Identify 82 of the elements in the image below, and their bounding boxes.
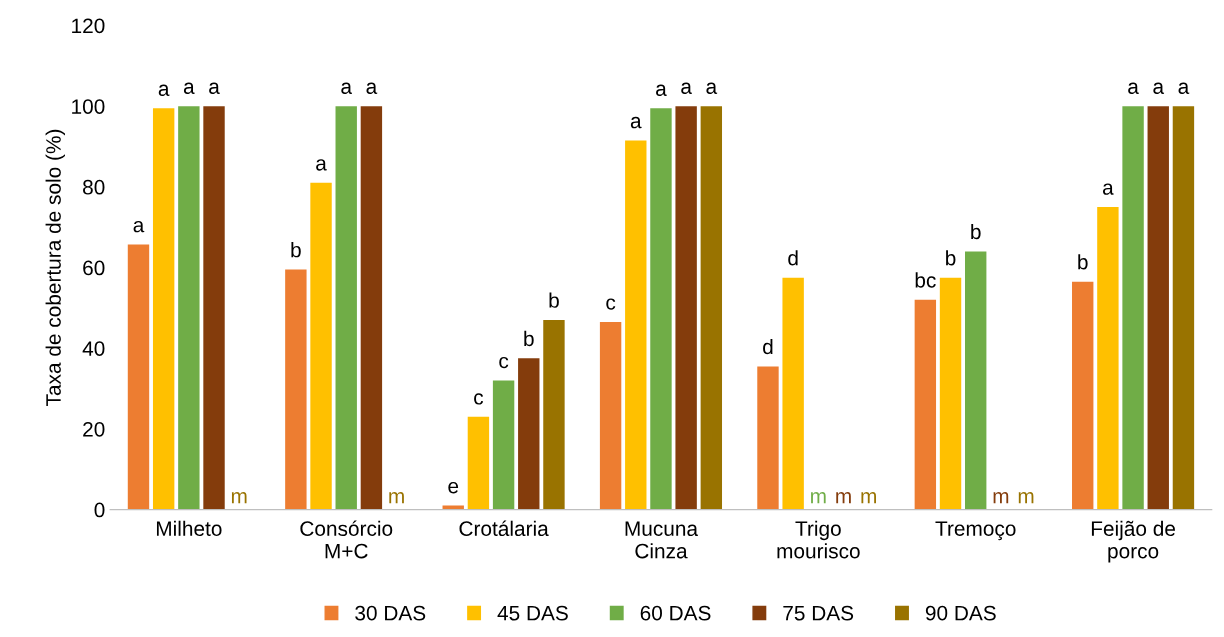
bar (757, 366, 779, 510)
bar (152, 108, 175, 510)
data-label: d (788, 250, 798, 266)
data-label: a (630, 116, 642, 129)
bar (700, 106, 723, 510)
data-label: b (946, 250, 956, 266)
data-label: a (1102, 183, 1114, 195)
data-label: a (1153, 82, 1165, 94)
bar (914, 299, 937, 510)
data-label: a (1128, 82, 1139, 94)
bar (360, 106, 383, 510)
y-tick-label: 100 (72, 99, 105, 114)
y-tick-label: 120 (72, 18, 105, 34)
bar (127, 244, 150, 510)
bar (782, 277, 804, 510)
bar (335, 106, 357, 510)
bar (1122, 106, 1144, 510)
text: m (389, 492, 404, 504)
data-label: a (158, 84, 170, 96)
data-label: d (763, 338, 773, 355)
data-label: e (448, 481, 459, 494)
text: m (1018, 492, 1034, 504)
bar (467, 416, 490, 510)
bar (650, 108, 672, 510)
bar (1172, 106, 1195, 510)
y-axis-title: Taxa de cobertura de solo (%) (45, 129, 65, 407)
bar (599, 322, 622, 510)
data-label: b (524, 330, 534, 347)
legend-label: 90 DAS (925, 605, 996, 621)
legend-label: 60 DAS (640, 605, 711, 621)
data-label: c (474, 393, 484, 405)
text: m (231, 492, 247, 504)
x-tick-label: Milheto (156, 520, 222, 537)
bar (178, 106, 200, 510)
x-tick-label: Mucuna Cinza (625, 521, 699, 559)
legend-label: 45 DAS (497, 605, 568, 621)
y-tick-label: 0 (94, 502, 105, 518)
bar (625, 140, 647, 510)
x-tick-label: Consórcio M+C (300, 520, 393, 559)
y-tick-label: 20 (83, 421, 105, 437)
data-label: a (133, 220, 145, 233)
data-label: a (366, 82, 378, 94)
data-label: a (341, 82, 353, 94)
data-label: a (183, 82, 195, 94)
bar (939, 277, 962, 510)
y-tick-label: 60 (83, 260, 105, 276)
text: m (993, 492, 1009, 504)
data-label: a (706, 82, 718, 94)
text: m (836, 492, 851, 504)
data-label: a (1178, 82, 1190, 94)
text: m (861, 492, 876, 504)
x-tick-label: Crotálaria (459, 520, 549, 537)
data-label: b (291, 242, 301, 258)
data-label: a (209, 82, 220, 94)
bar (1072, 281, 1094, 510)
bar (675, 106, 697, 510)
bar (203, 106, 225, 510)
bar (492, 380, 515, 510)
bar (285, 269, 307, 510)
data-label: a (656, 84, 667, 96)
data-label: b (971, 223, 981, 240)
bar (543, 319, 565, 510)
y-tick-label: 40 (82, 341, 105, 356)
legend-label: 30 DAS (355, 605, 426, 621)
legend-label: 75 DAS (783, 605, 854, 621)
data-label: b (1078, 254, 1088, 270)
x-tick-label: Feijão de porco (1091, 520, 1175, 563)
data-label: bc (915, 272, 936, 288)
x-tick-label: Tremoço (935, 521, 1016, 541)
data-label: b (549, 292, 559, 308)
x-tick-label: Trigo mourisco (777, 520, 860, 559)
bar (965, 251, 987, 510)
data-label: c (606, 298, 616, 310)
data-label: a (316, 159, 327, 171)
bar (518, 358, 540, 510)
data-label: c (499, 356, 509, 369)
bar (1147, 106, 1169, 510)
y-tick-label: 80 (83, 179, 105, 195)
text: m (811, 492, 826, 504)
data-label: a (681, 82, 692, 94)
bar (310, 182, 332, 510)
bar (1097, 207, 1119, 510)
